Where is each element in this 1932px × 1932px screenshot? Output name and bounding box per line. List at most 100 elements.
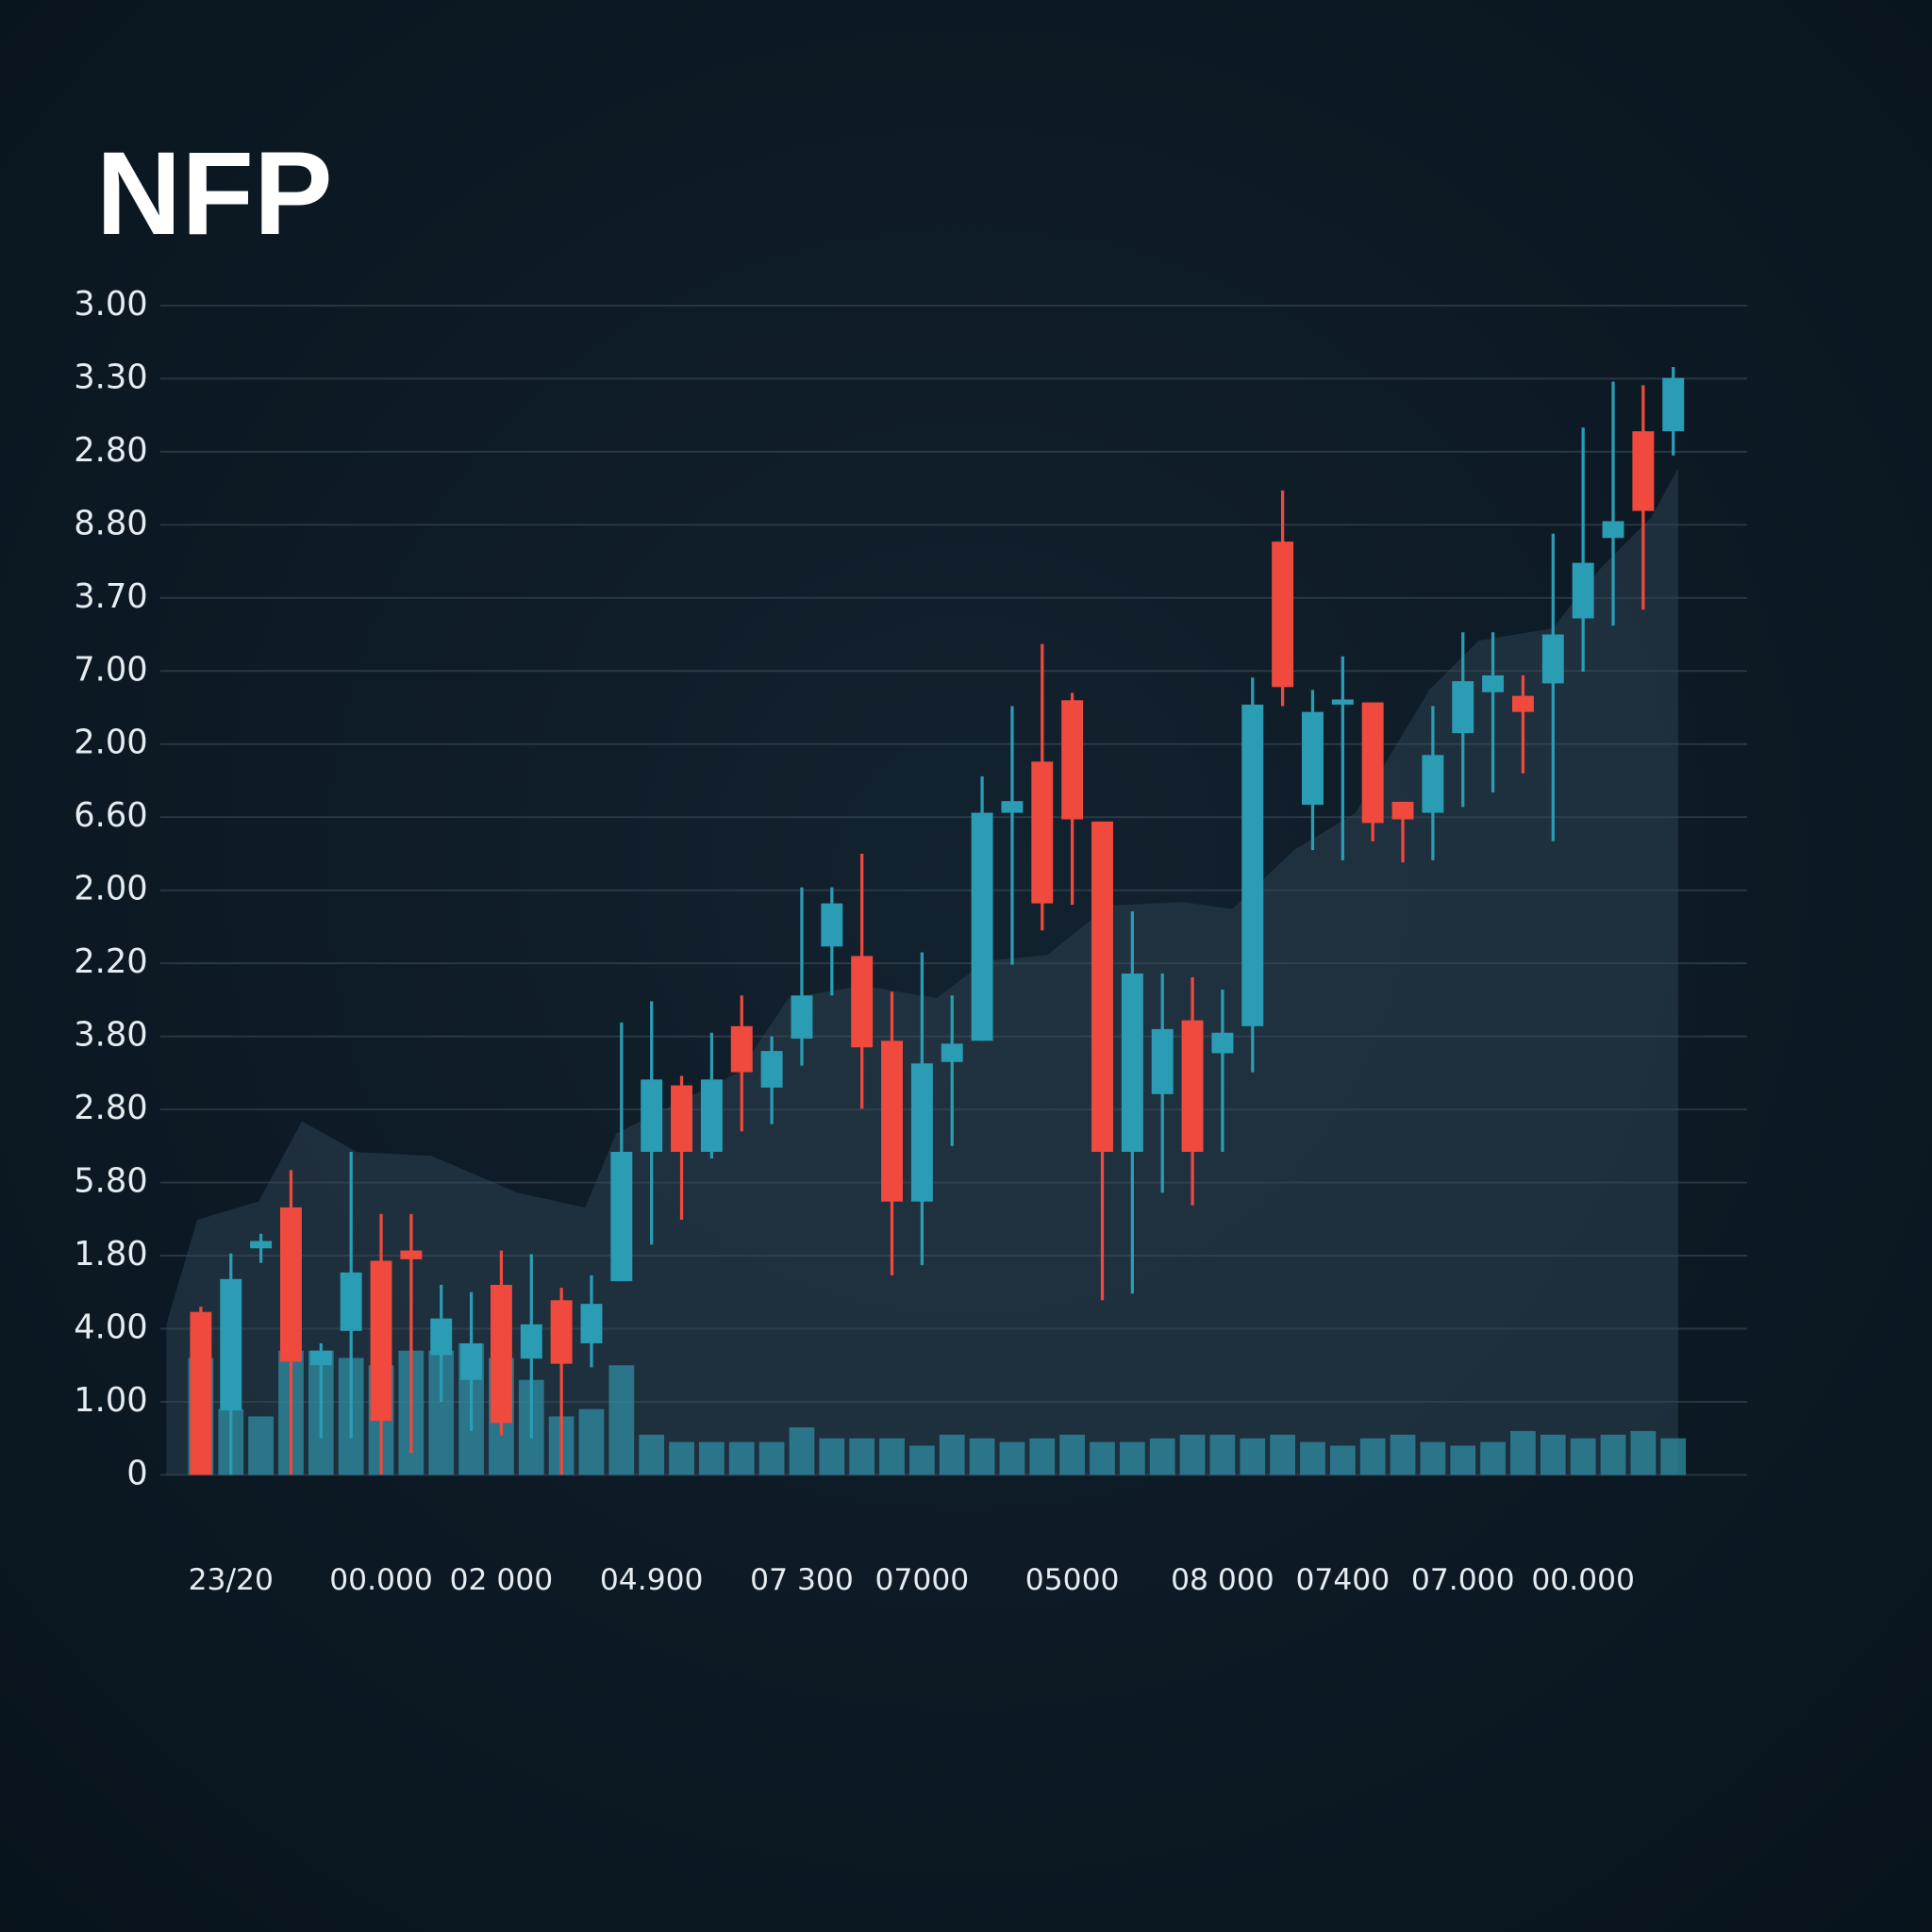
- x-tick-label: 02 000: [450, 1563, 554, 1597]
- candle-body: [1331, 699, 1354, 705]
- volume-bar: [1059, 1434, 1086, 1475]
- volume-bar: [248, 1416, 274, 1475]
- candle-body: [1662, 377, 1685, 432]
- candle-body: [881, 1041, 903, 1202]
- candle-body: [1061, 700, 1084, 820]
- candle-body: [1361, 702, 1384, 824]
- y-tick-label: 3.80: [74, 1016, 148, 1055]
- volume-bar: [879, 1438, 905, 1475]
- candle-body: [821, 903, 843, 947]
- candle-body: [1422, 755, 1444, 813]
- volume-bar: [1270, 1434, 1295, 1475]
- y-tick-label: 6.60: [74, 796, 148, 835]
- y-tick-label: 2.00: [74, 724, 148, 762]
- candle-body: [1302, 711, 1324, 806]
- y-tick-label: 8.80: [74, 504, 148, 542]
- candle-body: [580, 1304, 603, 1343]
- volume-bar: [1600, 1434, 1626, 1475]
- volume-bar: [1029, 1438, 1056, 1475]
- candle-body: [1121, 973, 1143, 1153]
- candle-body: [490, 1285, 512, 1424]
- candle-body: [220, 1278, 242, 1411]
- candle-body: [1632, 431, 1655, 511]
- x-tick-label: 07400: [1295, 1563, 1390, 1597]
- candle-body: [1391, 801, 1414, 820]
- candle-body: [1541, 634, 1564, 684]
- candle-body: [279, 1207, 302, 1362]
- y-tick-label: 1.80: [74, 1235, 148, 1274]
- candle-body: [1181, 1020, 1204, 1153]
- x-tick-label: 07000: [875, 1563, 970, 1597]
- candle-body: [791, 995, 813, 1039]
- y-tick-label: 2.00: [74, 870, 148, 908]
- x-tick-label: 07 300: [750, 1563, 854, 1597]
- volume-bar: [1359, 1438, 1386, 1475]
- volume-bar: [578, 1408, 605, 1475]
- candle-body: [1572, 562, 1594, 619]
- candle-body: [671, 1085, 693, 1153]
- volume-bar: [1209, 1434, 1236, 1475]
- candle-body: [1091, 821, 1113, 1153]
- chart-title: NFP: [96, 126, 333, 259]
- volume-bar: [1660, 1438, 1687, 1475]
- volume-bar: [1329, 1445, 1356, 1475]
- backdrop-area: [166, 468, 1678, 1475]
- y-tick-label: 2.80: [74, 1089, 148, 1127]
- candle-body: [520, 1324, 542, 1359]
- candle-body: [941, 1043, 963, 1062]
- volume-bar: [789, 1427, 815, 1475]
- candle-body: [190, 1311, 212, 1475]
- volume-bar: [1480, 1441, 1506, 1475]
- volume-bar: [1240, 1438, 1266, 1475]
- y-tick-label: 0: [126, 1454, 147, 1492]
- volume-bar: [1510, 1430, 1536, 1475]
- x-tick-label: 07.000: [1411, 1563, 1515, 1597]
- candle-body: [1001, 801, 1024, 813]
- candle-body: [1452, 681, 1474, 734]
- volume-bar: [1570, 1438, 1596, 1475]
- volume-bar: [758, 1441, 785, 1475]
- volume-bar: [969, 1438, 995, 1475]
- y-tick-label: 2.20: [74, 942, 148, 981]
- y-tick-label: 3.00: [74, 285, 148, 324]
- candle-body: [1511, 695, 1534, 712]
- x-tick-label: 00.000: [329, 1563, 433, 1597]
- x-tick-label: 05000: [1025, 1563, 1120, 1597]
- candle-body: [550, 1300, 573, 1364]
- volume-bar: [1450, 1445, 1476, 1475]
- candle-body: [760, 1051, 783, 1088]
- candle-body: [910, 1063, 933, 1202]
- candle-body: [1031, 761, 1054, 904]
- volume-bar: [849, 1438, 875, 1475]
- x-tick-label: 23/20: [189, 1563, 274, 1597]
- candle-body: [250, 1241, 273, 1249]
- candle-body: [370, 1260, 392, 1422]
- volume-bar: [909, 1445, 935, 1475]
- x-tick-label: 00.000: [1531, 1563, 1635, 1597]
- candle-body: [430, 1318, 453, 1356]
- candle-body: [460, 1342, 483, 1380]
- volume-bar: [608, 1365, 635, 1475]
- candle-body: [971, 812, 993, 1041]
- y-tick-label: 2.80: [74, 431, 148, 470]
- y-tick-label: 4.00: [74, 1307, 148, 1346]
- volume-bar: [1300, 1441, 1325, 1475]
- x-tick-label: 08 000: [1171, 1563, 1274, 1597]
- volume-bar: [1420, 1441, 1446, 1475]
- candle-body: [851, 956, 874, 1048]
- volume-bar: [1540, 1434, 1566, 1475]
- volume-bar: [639, 1434, 665, 1475]
- candle-body: [1151, 1028, 1174, 1094]
- x-tick-label: 04.900: [600, 1563, 704, 1597]
- candle-body: [641, 1079, 663, 1153]
- volume-bar: [939, 1434, 965, 1475]
- volume-bar: [1390, 1434, 1416, 1475]
- candle-body: [730, 1025, 753, 1073]
- candle-body: [340, 1272, 362, 1331]
- volume-bar: [819, 1438, 845, 1475]
- candle-body: [610, 1152, 633, 1282]
- y-tick-label: 7.00: [74, 650, 148, 689]
- volume-bar: [1179, 1434, 1206, 1475]
